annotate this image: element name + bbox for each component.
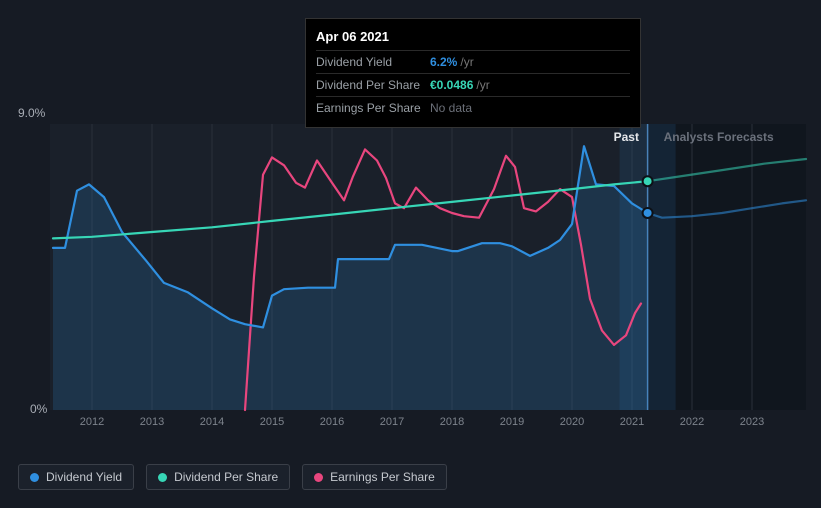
y-tick-max: 9.0% — [18, 106, 45, 120]
x-tick: 2021 — [620, 416, 644, 428]
legend-dot — [158, 473, 167, 482]
chart-legend: Dividend Yield Dividend Per Share Earnin… — [18, 464, 447, 490]
x-tick: 2020 — [560, 416, 584, 428]
legend-dot — [30, 473, 39, 482]
x-tick: 2014 — [200, 416, 224, 428]
tooltip-row-eps: Earnings Per Share No data — [316, 96, 630, 119]
legend-label: Dividend Per Share — [174, 470, 278, 484]
tooltip-value: No data — [430, 101, 472, 115]
tooltip-label: Earnings Per Share — [316, 101, 430, 115]
tooltip-label: Dividend Per Share — [316, 78, 430, 92]
legend-item-dps[interactable]: Dividend Per Share — [146, 464, 290, 490]
x-tick: 2023 — [740, 416, 764, 428]
plot-area[interactable] — [50, 124, 806, 410]
x-axis: 2012 2013 2014 2015 2016 2017 2018 2019 2020 2021… — [50, 416, 806, 436]
x-tick: 2017 — [380, 416, 404, 428]
x-tick: 2012 — [80, 416, 104, 428]
forecast-label: Analysts Forecasts — [664, 130, 774, 144]
tooltip-row-yield: Dividend Yield 6.2%/yr — [316, 50, 630, 73]
tooltip-label: Dividend Yield — [316, 55, 430, 69]
legend-label: Earnings Per Share — [330, 470, 435, 484]
chart-tooltip: Apr 06 2021 Dividend Yield 6.2%/yr Divid… — [305, 18, 641, 128]
x-tick: 2016 — [320, 416, 344, 428]
tooltip-row-dps: Dividend Per Share €0.0486/yr — [316, 73, 630, 96]
x-tick: 2019 — [500, 416, 524, 428]
legend-item-yield[interactable]: Dividend Yield — [18, 464, 134, 490]
x-tick: 2022 — [680, 416, 704, 428]
tooltip-value: €0.0486/yr — [430, 78, 490, 92]
dividend-chart[interactable]: 9.0% 0% Past Analysts Forecasts 2012 2013… — [18, 106, 806, 446]
past-label: Past — [614, 130, 639, 144]
x-tick: 2013 — [140, 416, 164, 428]
x-tick: 2018 — [440, 416, 464, 428]
y-tick-min: 0% — [30, 402, 47, 416]
legend-dot — [314, 473, 323, 482]
legend-item-eps[interactable]: Earnings Per Share — [302, 464, 447, 490]
tooltip-date: Apr 06 2021 — [316, 25, 630, 50]
tooltip-value: 6.2%/yr — [430, 55, 474, 69]
legend-label: Dividend Yield — [46, 470, 122, 484]
x-tick: 2015 — [260, 416, 284, 428]
